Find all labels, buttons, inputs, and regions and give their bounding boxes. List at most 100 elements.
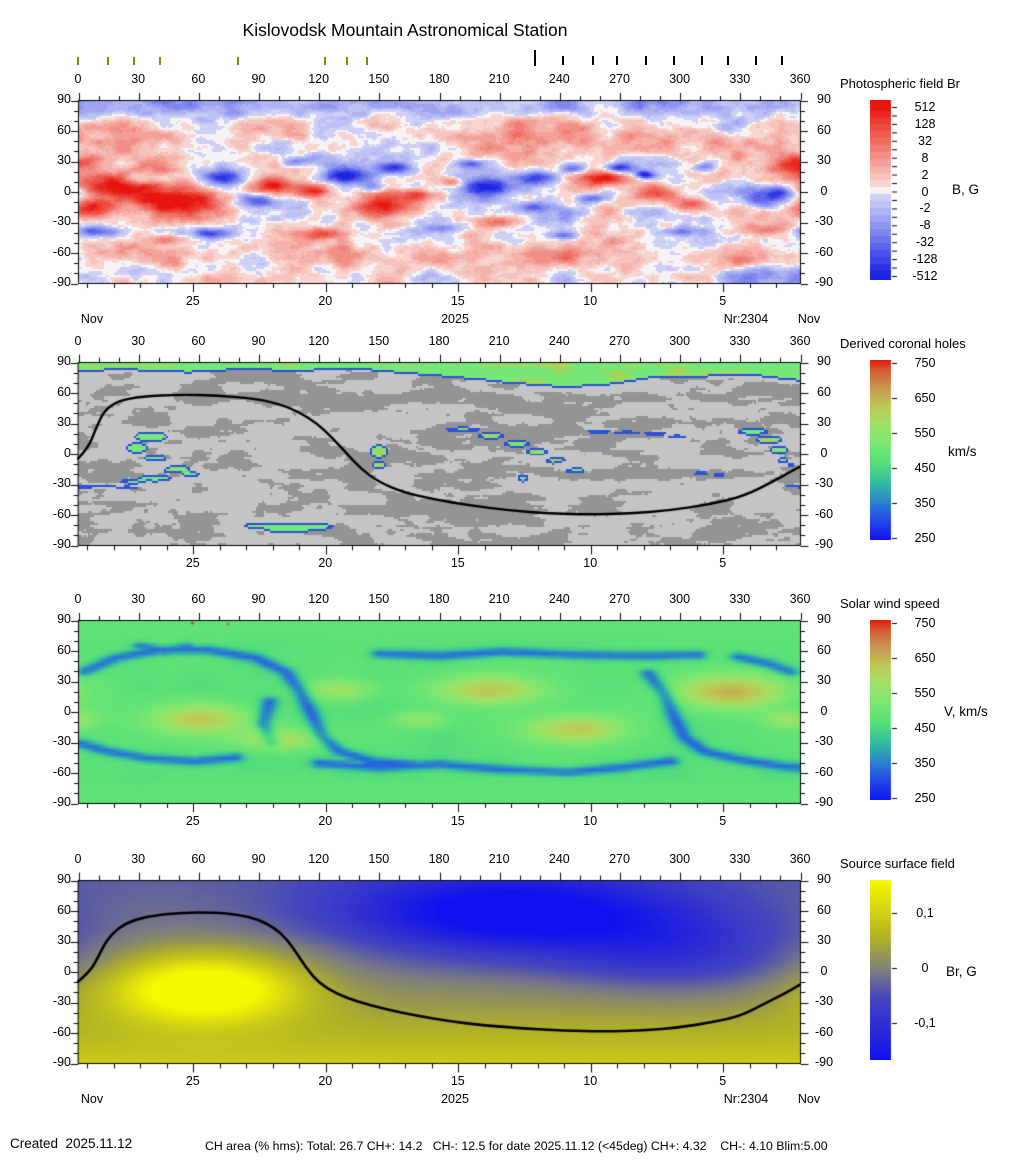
lat-tick-label-right: 90 [817,872,831,886]
lon-tick-label: 0 [74,592,82,606]
lat-tick-label-right: 60 [817,642,831,657]
observation-tick-black [780,56,783,65]
date-tick-label: 20 [318,1074,333,1088]
unit-label-brg: Br, G [946,964,977,979]
month-label-right: Nov [797,312,821,326]
observation-tick-tall [534,50,537,66]
date-tick-label: 25 [185,294,200,308]
colorbar-title-wind: Solar wind speed [840,596,940,611]
lon-tick-label: 300 [669,72,691,86]
colorbar-tick-label: 32 [918,133,932,148]
observation-tick-black [672,56,675,65]
lat-tick-label-left: 60 [57,122,71,137]
date-tick-label: 10 [583,294,598,308]
ch-area-status-line: CH area (% hms): Total: 26.7 CH+: 14.2 C… [205,1139,828,1153]
lat-tick-label-left: 30 [57,415,71,429]
lon-tick-label: 300 [669,852,691,866]
observation-tick-olive [77,57,79,65]
lat-tick-label-right: -30 [814,214,834,228]
lat-tick-label-right: -90 [814,537,834,551]
colorbar-tick-label: 250 [914,791,936,805]
colorbar-tick-label: 350 [914,496,936,510]
lon-tick-label: 240 [548,334,570,348]
colorbar-tick-label: 2 [921,167,929,182]
date-tick-label: 15 [450,1074,465,1088]
colorbar-title-photospheric: Photospheric field Br [840,76,960,91]
lon-tick-label: 210 [488,72,510,86]
date-tick-label: 20 [318,294,333,308]
lat-tick-label-left: -30 [52,734,71,748]
lon-tick-label: 120 [308,592,330,606]
lat-tick-label-right: 60 [817,122,831,137]
lon-tick-label: 210 [488,334,510,348]
lat-tick-label-left: -90 [52,275,71,289]
lat-tick-label-right: -60 [814,764,834,779]
lat-tick-label-left: 60 [57,384,71,399]
lat-tick-label-right: -90 [814,795,834,809]
observation-tick-olive [365,57,368,65]
lon-tick-label: 270 [609,72,630,86]
lon-tick-label: 150 [368,334,390,348]
lon-tick-label: 360 [789,334,811,348]
rotation-number-label: Nr:2304 [723,312,769,326]
date-tick-label: 5 [719,814,727,828]
lat-tick-label-right: 90 [817,92,831,106]
lon-tick-label: 180 [428,852,450,866]
lon-tick-label: 270 [609,334,630,348]
lat-tick-label-left: 90 [57,612,71,626]
lon-tick-label: 90 [251,592,266,606]
lat-tick-label-left: 90 [57,354,71,368]
date-tick-label: 25 [185,556,200,570]
lon-tick-label: 0 [74,334,82,348]
month-label-left: Nov [80,312,104,326]
lon-tick-label: 30 [131,334,146,348]
lat-tick-label-right: 30 [817,933,831,947]
colorbar-source-field [870,880,900,1060]
lat-tick-label-left: -30 [52,214,71,228]
colorbar-title-coronal-holes: Derived coronal holes [840,336,966,351]
lon-tick-label: 150 [368,72,390,86]
colorbar-tick-label: -32 [915,235,935,250]
lat-tick-label-left: 60 [57,902,71,917]
colorbar-tick-label: 0 [921,961,929,975]
lon-tick-label: 330 [729,334,751,348]
colorbar-tick-label: 450 [914,461,936,475]
lat-tick-label-left: -60 [52,506,71,521]
colorbar-tick-label: 650 [914,651,936,665]
lat-tick-label-left: -60 [52,244,71,259]
lon-tick-label: 120 [308,852,330,866]
lon-tick-label: 360 [789,72,811,86]
lon-tick-label: 150 [368,592,390,606]
lat-tick-label-left: 0 [64,963,71,978]
lon-tick-label: 240 [548,592,570,606]
date-tick-label: 10 [583,1074,598,1088]
observation-tick-black [644,56,647,65]
observation-tick-olive [237,57,240,65]
lat-tick-label-left: -90 [52,795,71,809]
date-tick-label: 15 [450,814,465,828]
lat-tick-label-left: -30 [52,476,71,490]
colorbar-tick-label: 650 [914,391,936,405]
lon-tick-label: 120 [308,72,330,86]
lon-tick-label: 360 [789,852,811,866]
colorbar-tick-label: 0,1 [916,906,934,920]
unit-label-kms: km/s [948,444,977,459]
solar-wind-speed-map [69,611,809,813]
lat-tick-label-right: 30 [817,415,831,429]
lon-tick-label: 240 [548,72,570,86]
colorbar-tick-label: 550 [914,686,936,700]
observation-tick-black [592,56,595,65]
observation-tick-black [726,56,729,65]
lat-tick-label-left: -60 [52,764,71,779]
lon-tick-label: 210 [488,592,510,606]
lat-tick-label-left: 90 [57,872,71,886]
colorbar-tick-label: 450 [914,721,936,735]
lat-tick-label-right: 30 [817,673,831,687]
lon-tick-label: 360 [789,592,811,606]
date-tick-label: 10 [583,556,598,570]
date-tick-label: 15 [450,294,465,308]
observation-tick-olive [159,57,162,65]
lat-tick-label-right: -60 [814,506,834,521]
observation-tick-black [754,56,757,65]
